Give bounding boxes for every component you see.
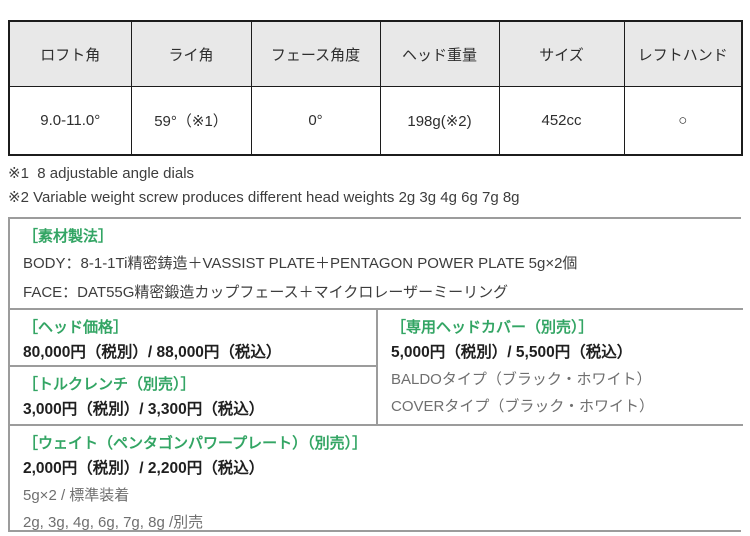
col-header-face-angle: フェース角度 — [250, 20, 381, 87]
head-price-heading: ［ヘッド価格］ — [23, 319, 129, 336]
footnote-1: ※1 8 adjustable angle dials — [8, 165, 195, 182]
material-section: ［素材製法］ BODY：8-1-1Ti精密鋳造＋VASSIST PLATE＋PE… — [10, 219, 743, 310]
col-header-loft-angle: ロフト角 — [8, 20, 132, 87]
spec-table: ロフト角 ライ角 フェース角度 ヘッド重量 サイズ レフトハンド 9.0-11.… — [8, 20, 743, 156]
headcover-type-cover: COVERタイプ（ブラック・ホワイト） — [391, 398, 655, 415]
torque-wrench-heading: ［トルクレンチ（別売）］ — [23, 376, 196, 393]
spec-value-lie-angle: 59°（※1） — [130, 86, 252, 156]
col-header-head-weight: ヘッド重量 — [379, 20, 500, 87]
material-body-line: BODY：8-1-1Ti精密鋳造＋VASSIST PLATE＋PENTAGON … — [23, 255, 578, 272]
spec-value-head-weight: 198g(※2) — [379, 86, 500, 156]
head-price-value: 80,000円（税別）/ 88,000円（税込） — [23, 344, 282, 361]
spec-value-left-hand: ○ — [623, 86, 743, 156]
spec-value-loft-angle: 9.0-11.0° — [8, 86, 132, 156]
footnote-2: ※2 Variable weight screw produces differ… — [8, 189, 520, 206]
details-grid: ［素材製法］ BODY：8-1-1Ti精密鋳造＋VASSIST PLATE＋PE… — [8, 217, 743, 532]
torque-wrench-section: ［トルクレンチ（別売）］ 3,000円（税別）/ 3,300円（税込） — [10, 367, 378, 424]
spec-value-row: 9.0-11.0° 59°（※1） 0° 198g(※2) 452cc ○ — [8, 86, 743, 156]
spec-value-face-angle: 0° — [250, 86, 381, 156]
weight-heading: ［ウェイト（ペンタゴンパワープレート）（別売）］ — [23, 435, 368, 452]
head-price-section: ［ヘッド価格］ 80,000円（税別）/ 88,000円（税込） — [10, 310, 378, 367]
weight-standard-line: 5g×2 / 標準装着 — [23, 487, 130, 504]
weight-optional-line: 2g, 3g, 4g, 6g, 7g, 8g /別売 — [23, 514, 204, 531]
material-face-line: FACE：DAT55G精密鍛造カップフェース＋マイクロレーザーミーリング — [23, 284, 509, 301]
headcover-heading: ［専用ヘッドカバー（別売）］ — [391, 319, 594, 336]
col-header-size: サイズ — [498, 20, 625, 87]
spec-value-size: 452cc — [498, 86, 625, 156]
spec-header-row: ロフト角 ライ角 フェース角度 ヘッド重量 サイズ レフトハンド — [8, 20, 743, 87]
col-header-lie-angle: ライ角 — [130, 20, 252, 87]
headcover-price: 5,000円（税別）/ 5,500円（税込） — [391, 344, 633, 361]
footnotes: ※1 8 adjustable angle dials ※2 Variable … — [8, 162, 742, 210]
material-heading: ［素材製法］ — [23, 228, 114, 245]
weight-price: 2,000円（税別）/ 2,200円（税込） — [23, 460, 265, 477]
col-header-left-hand: レフトハンド — [623, 20, 743, 87]
torque-wrench-price: 3,000円（税別）/ 3,300円（税込） — [23, 401, 265, 418]
headcover-type-baldo: BALDOタイプ（ブラック・ホワイト） — [391, 371, 652, 388]
weight-section: ［ウェイト（ペンタゴンパワープレート）（別売）］ 2,000円（税別）/ 2,2… — [10, 424, 743, 531]
headcover-section: ［専用ヘッドカバー（別売）］ 5,000円（税別）/ 5,500円（税込） BA… — [378, 310, 743, 424]
